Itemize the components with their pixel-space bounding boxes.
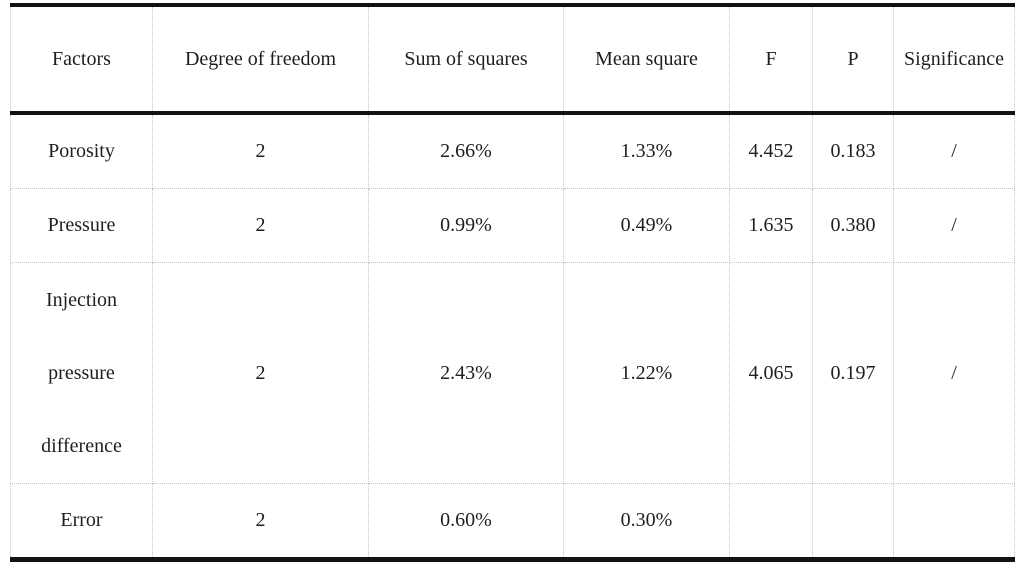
cell-f: 1.635	[729, 188, 813, 263]
cell-degree-of-freedom: 2	[152, 112, 369, 189]
cell-sum-of-squares: 0.99%	[368, 188, 564, 263]
cell-significance: /	[893, 188, 1015, 263]
cell-p	[812, 483, 894, 560]
table-row-error: Error 2 0.60% 0.30%	[10, 483, 1015, 560]
column-header-p: P	[812, 4, 894, 115]
header-row: Factors Degree of freedom Sum of squares…	[10, 4, 1015, 115]
cell-degree-of-freedom: 2	[152, 262, 369, 484]
column-header-f: F	[729, 4, 813, 115]
cell-degree-of-freedom: 2	[152, 483, 369, 560]
cell-p: 0.380	[812, 188, 894, 263]
anova-table: Factors Degree of freedom Sum of squares…	[10, 3, 1015, 562]
cell-factor: Porosity	[10, 112, 153, 189]
cell-significance	[893, 483, 1015, 560]
column-header-significance: Significance	[893, 4, 1015, 115]
cell-sum-of-squares: 0.60%	[368, 483, 564, 560]
cell-mean-square: 0.49%	[563, 188, 730, 263]
column-header-mean-square: Mean square	[563, 4, 730, 115]
table-row-pressure: Pressure 2 0.99% 0.49% 1.635 0.380 /	[10, 188, 1015, 263]
column-header-sum-of-squares: Sum of squares	[368, 4, 564, 115]
table-row-porosity: Porosity 2 2.66% 1.33% 4.452 0.183 /	[10, 112, 1015, 189]
cell-mean-square: 0.30%	[563, 483, 730, 560]
cell-sum-of-squares: 2.66%	[368, 112, 564, 189]
cell-f: 4.452	[729, 112, 813, 189]
cell-mean-square: 1.33%	[563, 112, 730, 189]
cell-degree-of-freedom: 2	[152, 188, 369, 263]
cell-factor: Pressure	[10, 188, 153, 263]
cell-p: 0.183	[812, 112, 894, 189]
cell-factor: Error	[10, 483, 153, 560]
cell-factor: Injection pressure difference	[10, 262, 153, 484]
cell-f	[729, 483, 813, 560]
cell-sum-of-squares: 2.43%	[368, 262, 564, 484]
cell-p: 0.197	[812, 262, 894, 484]
column-header-factors: Factors	[10, 4, 153, 115]
table-row-injection-pressure-difference: Injection pressure difference 2 2.43% 1.…	[10, 262, 1015, 484]
cell-f: 4.065	[729, 262, 813, 484]
cell-significance: /	[893, 262, 1015, 484]
column-header-degree-of-freedom: Degree of freedom	[152, 4, 369, 115]
cell-mean-square: 1.22%	[563, 262, 730, 484]
cell-significance: /	[893, 112, 1015, 189]
